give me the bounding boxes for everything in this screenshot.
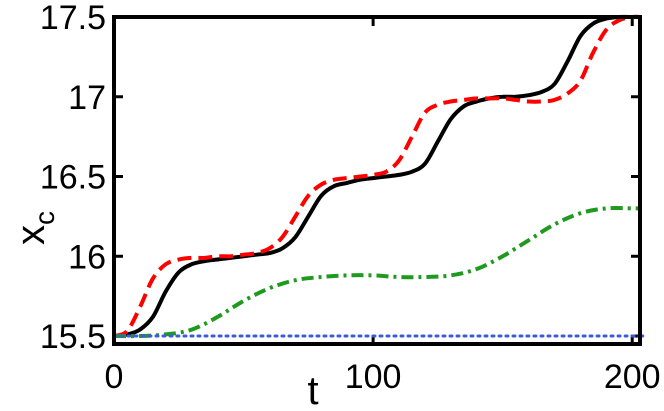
series-line-2 xyxy=(113,14,641,338)
series-line-1 xyxy=(113,14,640,338)
plot-frame xyxy=(112,15,642,346)
series-line-3 xyxy=(113,206,640,339)
series-layer xyxy=(112,14,646,339)
y-tick-label: 17 xyxy=(68,79,106,117)
y-axis-label: xc xyxy=(9,211,60,245)
labels-layer: 0 100 200 15.5 16 16.5 17 17.5 xyxy=(40,0,661,396)
y-tick-label: 16 xyxy=(68,238,106,276)
y-axis-label-subscript: c xyxy=(29,211,60,225)
x-tick-label: 200 xyxy=(604,358,661,396)
y-tick-label: 17.5 xyxy=(40,0,106,37)
x-axis-label: t xyxy=(307,369,318,411)
y-axis-label-main: x xyxy=(9,225,53,245)
x-tick-label: 0 xyxy=(105,358,124,396)
y-tick-label: 16.5 xyxy=(40,159,106,197)
ticks-layer xyxy=(112,15,640,344)
y-tick-label: 15.5 xyxy=(40,318,106,356)
x-tick-label: 100 xyxy=(345,358,402,396)
